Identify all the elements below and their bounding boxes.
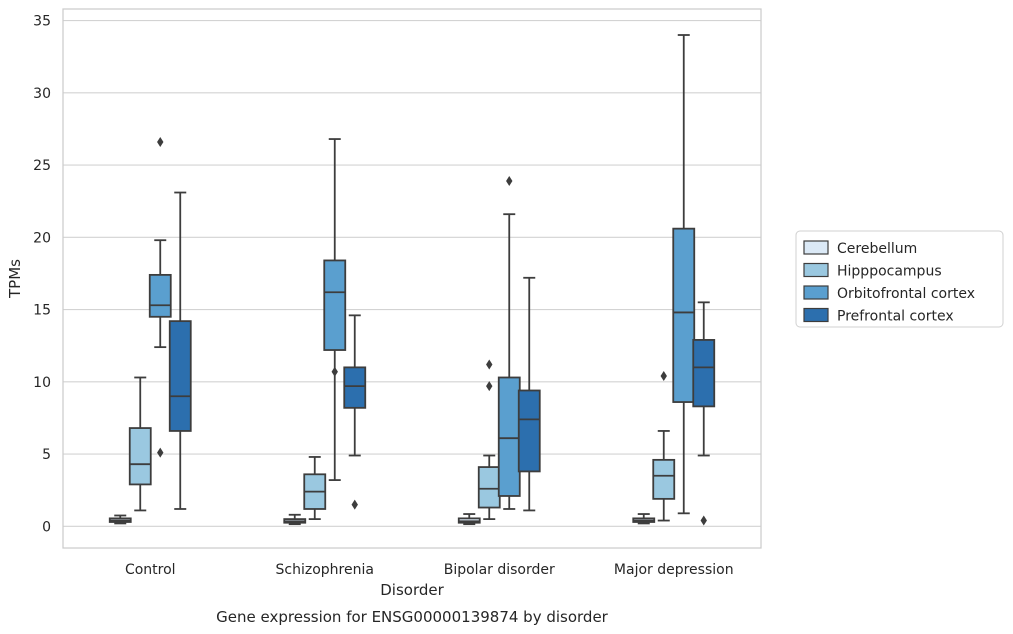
outlier-point	[351, 499, 358, 510]
box-orbitofrontal-cortex	[672, 34, 696, 515]
y-tick-label: 15	[33, 303, 51, 319]
outlier-point	[700, 515, 707, 526]
x-tick-labels: Control Schizophrenia Bipolar disorder Majo…	[125, 562, 734, 578]
box-iqr	[148, 273, 172, 318]
box-hipppocampus	[477, 359, 501, 520]
outlier-point	[660, 371, 667, 382]
box-plots	[108, 34, 716, 526]
box-prefrontal-cortex	[692, 301, 716, 526]
outlier-point	[157, 136, 164, 147]
box-prefrontal-cortex	[517, 276, 541, 512]
box-cerebellum	[632, 513, 656, 525]
gridlines	[63, 19, 761, 527]
box-orbitofrontal-cortex	[323, 138, 347, 481]
y-tick-label: 35	[33, 14, 51, 30]
y-tick-label: 20	[33, 230, 51, 246]
box-iqr	[652, 458, 676, 500]
legend-swatch	[803, 285, 829, 300]
box-cerebellum	[457, 513, 481, 526]
box-cerebellum	[283, 513, 307, 526]
outlier-point	[506, 175, 513, 186]
box-hipppocampus	[652, 371, 676, 522]
y-axis-label: TPMs	[6, 259, 24, 299]
legend-label: Cerebellum	[837, 241, 917, 257]
legend-box	[795, 230, 1004, 328]
legend-label: Prefrontal cortex	[837, 309, 954, 325]
y-tick-label: 0	[42, 519, 51, 535]
outlier-point	[331, 366, 338, 377]
outlier-point	[157, 447, 164, 458]
box-iqr	[477, 466, 501, 509]
legend-label: Orbitofrontal cortex	[837, 286, 975, 302]
y-tick-label: 25	[33, 158, 51, 174]
box-hipppocampus	[128, 376, 152, 512]
x-tick-label: Bipolar disorder	[444, 562, 555, 578]
plot-frame	[62, 8, 762, 549]
box-prefrontal-cortex	[168, 191, 192, 510]
y-tick-labels: 0 5 10 15 20 25 30 35	[33, 14, 51, 536]
box-iqr	[672, 227, 696, 403]
box-iqr	[692, 339, 716, 408]
box-orbitofrontal-cortex	[148, 136, 172, 458]
outlier-point	[486, 381, 493, 392]
box-iqr	[168, 320, 192, 432]
chart-caption: Gene expression for ENSG00000139874 by d…	[216, 608, 609, 626]
x-axis-label: Disorder	[380, 581, 444, 599]
box-orbitofrontal-cortex	[497, 175, 521, 510]
box-iqr	[343, 366, 367, 409]
legend-swatch	[803, 262, 829, 278]
box-iqr	[497, 376, 521, 497]
legend-label: Hipppocampus	[837, 264, 942, 280]
legend-swatch	[803, 240, 829, 255]
legend: Cerebellum Hipppocampus Orbitofrontal cort…	[795, 230, 1004, 328]
box-hipppocampus	[303, 456, 327, 520]
x-tick-label: Schizophrenia	[276, 562, 374, 578]
y-tick-label: 10	[33, 375, 51, 391]
box-cerebellum	[108, 514, 132, 525]
y-tick-label: 30	[33, 86, 51, 102]
box-prefrontal-cortex	[343, 314, 367, 510]
box-iqr	[128, 427, 152, 486]
x-tick-label: Control	[125, 562, 176, 578]
y-tick-label: 5	[42, 447, 51, 463]
box-iqr	[517, 389, 541, 473]
x-tick-label: Major depression	[614, 562, 734, 578]
legend-swatch	[803, 307, 829, 323]
outlier-point	[486, 359, 493, 370]
box-iqr	[323, 259, 347, 351]
